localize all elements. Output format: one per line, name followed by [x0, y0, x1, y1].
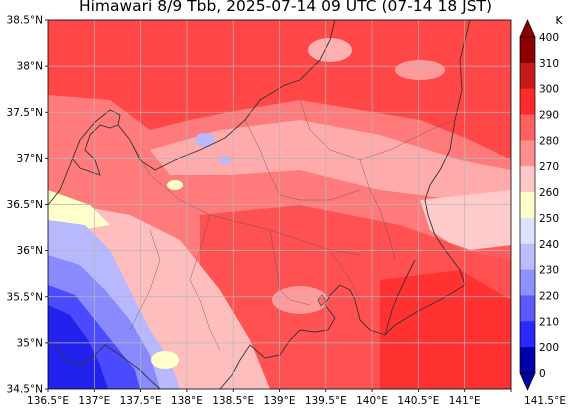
colorbar-label: 0 — [539, 368, 546, 380]
lon-tick-label: 141.5°E — [524, 395, 566, 407]
lat-tick-label: 35°N — [17, 337, 43, 349]
colorbar-extend-min — [519, 372, 536, 391]
colorbar-segment — [520, 347, 535, 374]
gridlines — [48, 20, 511, 389]
colorbar-segment — [520, 88, 535, 116]
lat-tick-label: 38°N — [17, 61, 43, 73]
yellow-speck — [151, 351, 179, 369]
longitude-ticks: 136.5°E 137°E 137.5°E 138°E 138.5°E 139°E 139.… — [27, 389, 566, 407]
colorbar-segment — [520, 140, 535, 167]
coastlines — [48, 20, 471, 389]
lat-tick-label: 34.5°N — [7, 384, 43, 396]
lon-tick-label: 137.5°E — [120, 395, 162, 407]
colorbar-label: 300 — [539, 84, 559, 96]
colorbar-label: 250 — [539, 213, 559, 225]
lat-tick-label: 38.5°N — [7, 15, 43, 27]
colorbar-segment — [520, 37, 535, 64]
lon-tick-label: 138.5°E — [212, 395, 254, 407]
colorbar-segment — [520, 321, 535, 348]
lat-tick-label: 36°N — [17, 245, 43, 257]
colorbar-label: 200 — [539, 342, 559, 354]
latitude-ticks: 38.5°N 38°N 37.5°N 37°N 36.5°N 36°N 35.5°N 35°N… — [7, 15, 48, 396]
lon-tick-label: 139.5°E — [305, 395, 347, 407]
pale-patch — [395, 60, 445, 80]
lon-tick-label: 139°E — [264, 395, 296, 407]
lat-tick-label: 36.5°N — [7, 199, 43, 211]
colorbar-label: 400 — [539, 32, 559, 44]
map-title: Himawari 8/9 Tbb, 2025-07-14 09 UTC (07-… — [78, 0, 493, 15]
lon-tick-label: 137°E — [78, 395, 110, 407]
colorbar-label: 260 — [539, 187, 559, 199]
colorbar-label: 220 — [539, 290, 559, 302]
warm-southeast-sea — [380, 270, 511, 389]
lon-tick-label: 141°E — [449, 395, 481, 407]
lat-tick-label: 37°N — [17, 153, 43, 165]
colorbar-segment — [520, 114, 535, 141]
colorbar-segment — [520, 62, 535, 90]
colorbar: 400 310 300 290 280 270 260 250 240 230 220 210 200 0 — [519, 19, 559, 391]
colorbar-unit: K — [556, 15, 564, 27]
lon-tick-label: 140.5°E — [397, 395, 439, 407]
pale-east-zone — [420, 190, 511, 260]
colorbar-segment — [520, 217, 535, 245]
cold-cloud-core — [48, 305, 108, 389]
colorbar-label: 240 — [539, 239, 559, 251]
lat-tick-label: 35.5°N — [7, 291, 43, 303]
colorbar-segment — [520, 166, 535, 193]
yellow-speck — [167, 180, 183, 190]
lon-tick-label: 140°E — [356, 395, 388, 407]
colorbar-label: 210 — [539, 316, 559, 328]
lon-tick-label: 138°E — [171, 395, 203, 407]
colorbar-segment — [520, 269, 535, 296]
lon-tick-label: 136.5°E — [27, 395, 69, 407]
colorbar-label: 290 — [539, 110, 559, 122]
pale-patch — [308, 38, 352, 62]
pale-patch — [272, 286, 328, 314]
prefecture-borders — [129, 99, 456, 351]
colorbar-segment — [520, 295, 535, 322]
mid-band — [150, 120, 511, 210]
colorbar-label: 280 — [539, 135, 559, 147]
lat-tick-label: 37.5°N — [7, 107, 43, 119]
colorbar-frame — [519, 36, 536, 374]
colorbar-label: 270 — [539, 161, 559, 173]
colorbar-extend-max — [519, 19, 536, 38]
colorbar-label: 310 — [539, 58, 559, 70]
colorbar-label: 230 — [539, 265, 559, 277]
colorbar-segment — [520, 243, 535, 271]
cold-speck — [219, 156, 231, 164]
cold-speck — [195, 133, 215, 147]
colorbar-segment — [520, 192, 535, 219]
